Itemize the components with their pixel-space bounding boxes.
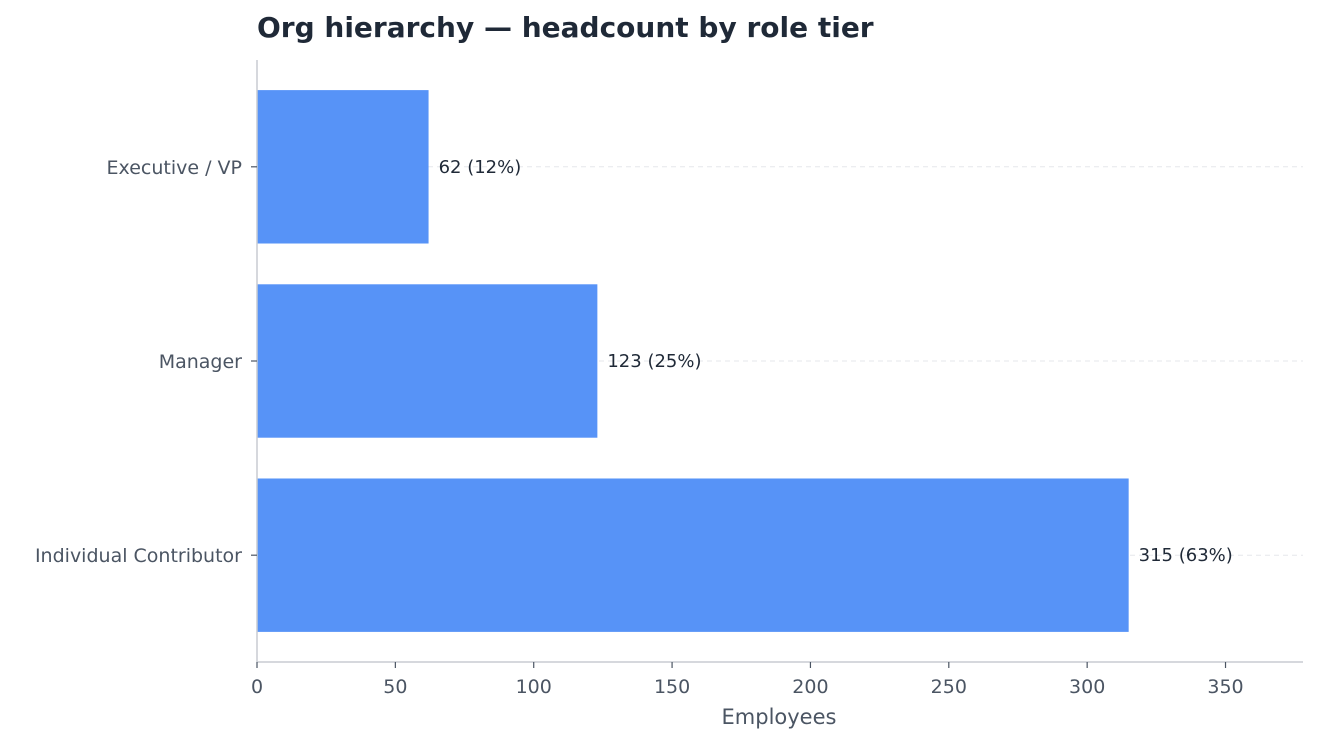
data-labels-group: 62 (12%) 123 (25%) 315 (63%) <box>439 157 1233 566</box>
x-axis-title: Employees <box>722 705 837 729</box>
bars-group <box>257 90 1129 632</box>
y-tick-label: Manager <box>159 351 242 373</box>
bar <box>257 478 1129 632</box>
x-tick-label: 150 <box>654 676 690 698</box>
bar <box>257 284 598 438</box>
bar-value-label: 62 (12%) <box>439 157 522 178</box>
bar <box>257 90 429 244</box>
x-tick-label: 250 <box>931 676 967 698</box>
chart-title: Org hierarchy — headcount by role tier <box>257 11 874 44</box>
x-tick-label: 350 <box>1207 676 1243 698</box>
x-tick-label: 100 <box>516 676 552 698</box>
bar-value-label: 315 (63%) <box>1139 545 1233 566</box>
x-tick-label: 300 <box>1069 676 1105 698</box>
y-tick-label: Individual Contributor <box>35 545 242 567</box>
bar-value-label: 123 (25%) <box>607 351 701 372</box>
x-tick-label: 200 <box>792 676 828 698</box>
x-axis-ticks: 0 50 100 150 200 250 300 350 <box>251 662 1244 698</box>
y-axis-ticks: Executive / VP Manager Individual Contribu… <box>35 157 257 567</box>
x-tick-label: 0 <box>251 676 263 698</box>
x-tick-label: 50 <box>383 676 407 698</box>
y-tick-label: Executive / VP <box>107 157 242 179</box>
